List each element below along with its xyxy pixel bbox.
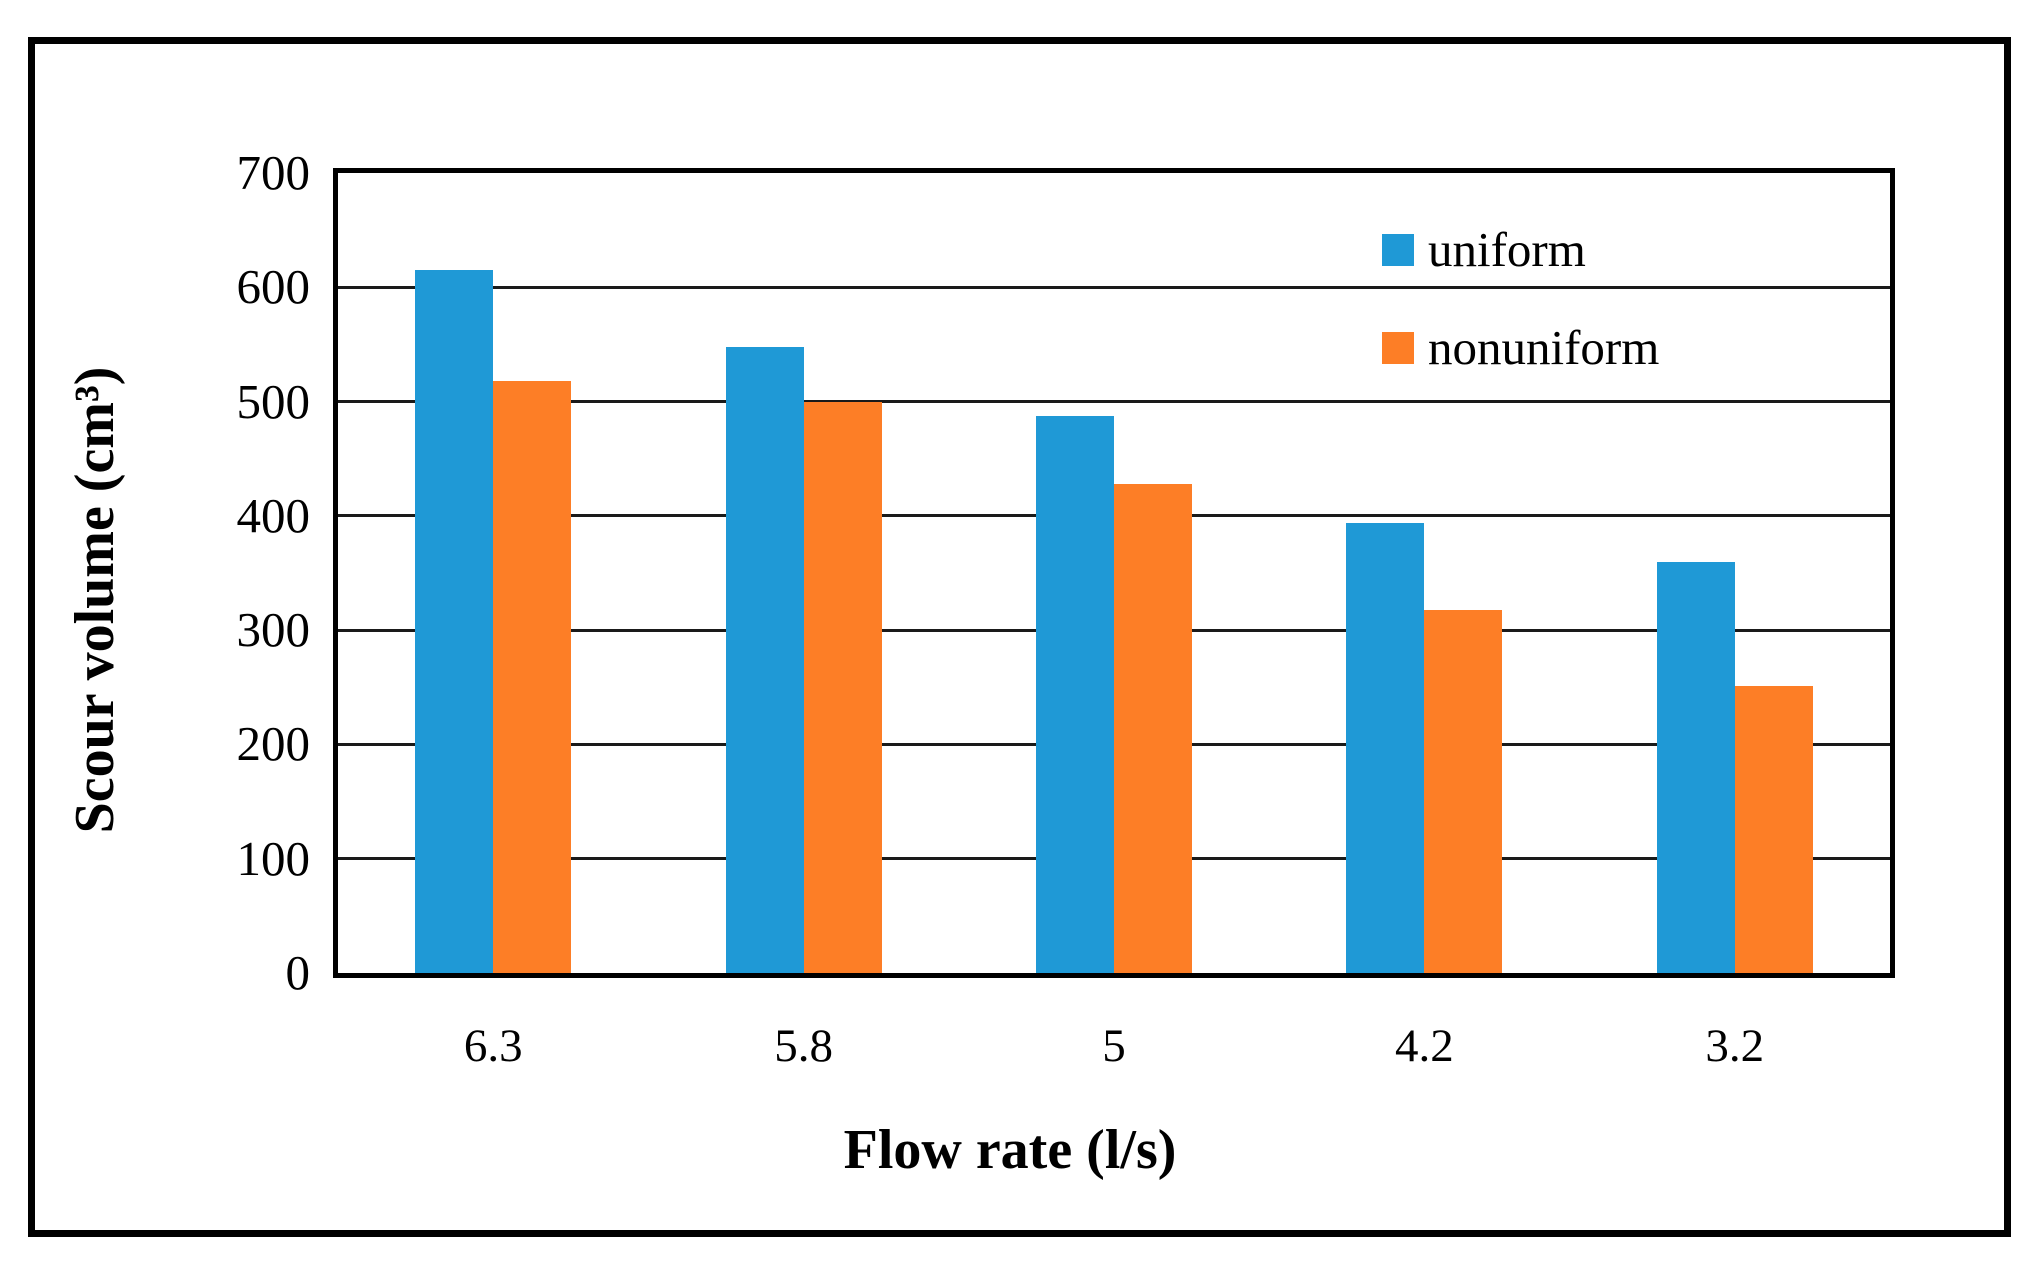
y-tick-label-200: 200 xyxy=(236,716,311,772)
bar-uniform-4.2 xyxy=(1346,522,1425,973)
x-tick-label-4.2: 4.2 xyxy=(1395,1020,1454,1072)
legend-entry-nonuniform: nonuniform xyxy=(1382,320,1660,375)
plot-area xyxy=(333,168,1895,978)
gridline-500 xyxy=(338,400,1890,404)
bar-nonuniform-6.3 xyxy=(493,381,572,973)
legend-entry-uniform: uniform xyxy=(1382,222,1659,277)
legend-label-nonuniform: nonuniform xyxy=(1428,320,1660,375)
y-tick-label-500: 500 xyxy=(236,373,311,429)
bar-uniform-6.3 xyxy=(415,270,494,973)
y-tick-label-400: 400 xyxy=(236,487,311,543)
y-tick-label-700: 700 xyxy=(236,145,311,200)
legend-swatch-nonuniform xyxy=(1382,332,1414,364)
bar-nonuniform-4.2 xyxy=(1424,609,1503,973)
legend-label-uniform: uniform xyxy=(1428,222,1586,277)
bar-nonuniform-5 xyxy=(1114,483,1192,973)
x-tick-label-5: 5 xyxy=(1102,1020,1126,1072)
x-tick-label-6.3: 6.3 xyxy=(463,1020,523,1072)
x-axis-title: Flow rate (l/s) xyxy=(843,1119,1177,1181)
y-tick-label-300: 300 xyxy=(236,602,311,658)
legend: uniform nonuniform xyxy=(1382,222,1660,375)
y-tick-label-100: 100 xyxy=(236,830,311,886)
legend-swatch-uniform xyxy=(1382,234,1414,266)
y-tick-label-600: 600 xyxy=(236,259,311,315)
gridline-600 xyxy=(338,285,1890,289)
bar-uniform-5 xyxy=(1036,416,1114,973)
bar-uniform-3.2 xyxy=(1656,561,1735,973)
bar-nonuniform-5.8 xyxy=(803,401,882,973)
bar-nonuniform-3.2 xyxy=(1734,686,1813,973)
x-tick-label-3.2: 3.2 xyxy=(1705,1020,1765,1072)
bar-uniform-5.8 xyxy=(725,346,804,973)
x-tick-label-5.8: 5.8 xyxy=(774,1020,833,1072)
y-tick-label-0: 0 xyxy=(285,945,311,1000)
